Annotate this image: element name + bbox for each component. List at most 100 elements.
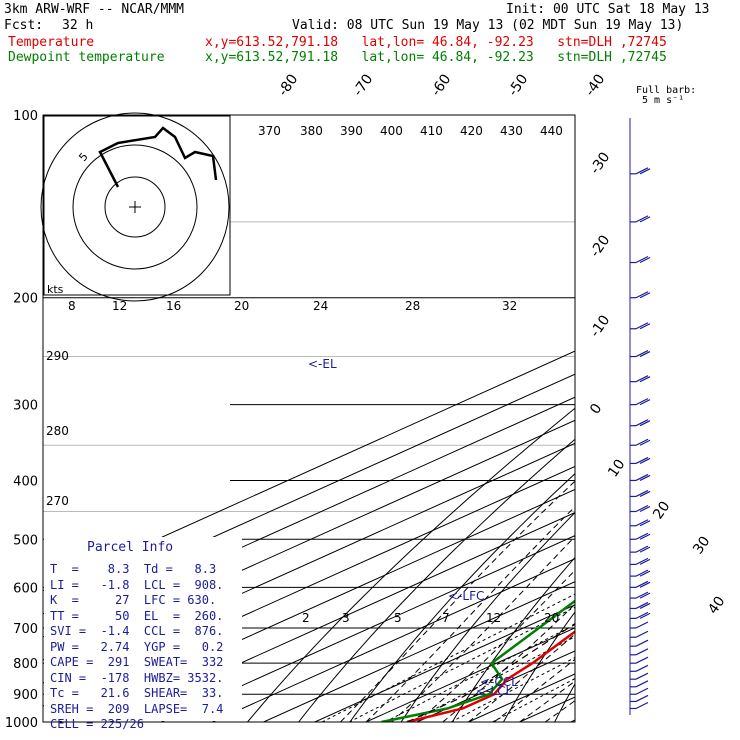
temperature-tick-label: -40 (582, 71, 608, 99)
pressure-tick-label: 400 (13, 474, 38, 489)
isotherm-line (58, 488, 575, 722)
wind-barb-flag (635, 438, 649, 446)
barb-legend-value: 5 m s⁻¹ (642, 95, 685, 106)
wind-barb-flag (639, 581, 651, 588)
level-marker-label: <-LFC (448, 589, 484, 603)
mixing-ratio-label: 2 (302, 611, 310, 625)
theta-tick-label: 400 (380, 124, 403, 138)
moist-adiabat-line (519, 680, 575, 722)
temperature-tick-label: 20 (650, 499, 673, 523)
mixing-ratio-label: 5 (394, 611, 402, 625)
hodograph-speed-label: 8 (68, 299, 76, 313)
hodograph-direction-label: 290 (46, 349, 69, 363)
parcel-info-row: SREH = 209 LAPSE= 7.4 (50, 701, 224, 716)
wind-barb-flag (639, 490, 651, 497)
mixing-ratio-line (348, 606, 575, 722)
wind-barb-flag (635, 419, 649, 427)
pressure-tick-label: 500 (13, 533, 38, 548)
temperature-tick-label: 40 (705, 594, 728, 618)
wind-barb-flag (639, 505, 651, 513)
hodograph-trace (98, 126, 218, 188)
isotherm-line (622, 115, 740, 722)
forecast-label: Fcst: (4, 18, 44, 33)
parcel-info-row: LI = -1.8 LCL = 908. (50, 577, 224, 592)
wind-barb-flag (635, 656, 649, 664)
isotherm-line (468, 673, 575, 722)
wind-barb-flag (635, 648, 649, 656)
mixing-ratio-line (384, 624, 575, 722)
hodograph-speed-label: 32 (502, 299, 517, 313)
mixing-ratio-line (492, 677, 575, 722)
hodograph-speed-label: 16 (166, 299, 181, 313)
wind-barb-flag (639, 533, 651, 540)
wind-barb-flag (635, 639, 649, 647)
mixing-ratio-label: 3 (342, 611, 350, 625)
temperature-tick-label: 0 (587, 401, 605, 417)
pressure-tick-label: 600 (13, 581, 38, 596)
mixing-ratio-label: 20 (544, 611, 559, 625)
wind-barb-flag (639, 592, 651, 599)
model-title: 3km ARW-WRF -- NCAR/MMM (4, 2, 185, 17)
wind-barb-flag (635, 664, 649, 672)
hodograph-ring (40, 112, 230, 302)
theta-tick-label: 420 (460, 124, 483, 138)
wind-barb-flag (639, 570, 651, 577)
wind-barb-flag (635, 687, 649, 695)
hodograph-speed-label: 24 (313, 299, 328, 313)
wind-barb-flag (639, 612, 651, 619)
dry-adiabat-line (451, 556, 575, 722)
dry-adiabat-line (298, 438, 575, 722)
hodograph-speed-label: 20 (234, 299, 249, 313)
pressure-tick-label: 100 (13, 109, 38, 124)
wind-barb-flag (639, 168, 651, 175)
temperature-legend: Temperature (8, 35, 95, 50)
temperature-profile-line (406, 630, 575, 722)
parcel-info-row: TT = 50 EL = 260. (50, 608, 224, 623)
wind-barb-flag (635, 350, 649, 358)
wind-barb-flag (635, 167, 649, 175)
wind-barb-flag (639, 558, 651, 565)
wind-barb-flag (635, 569, 649, 577)
wind-barb-flag (639, 399, 651, 406)
hodograph-speed-label: 12 (112, 299, 127, 313)
dry-adiabat-line (503, 611, 575, 722)
mixing-ratio-line (321, 593, 575, 722)
parcel-info-title: Parcel Info (87, 540, 174, 555)
wind-barb-flag (635, 489, 649, 497)
valid-time: Valid: 08 UTC Sun 19 May 13 (02 MDT Sun … (292, 18, 684, 33)
parcel-info-row: SVI = -1.4 CCL = 876. (50, 624, 224, 638)
wind-barb-flag (639, 420, 651, 427)
temperature-tick-label: 10 (605, 457, 628, 481)
wind-barb-flag (635, 504, 649, 513)
isotherm-line (212, 558, 575, 722)
dry-adiabat-line (247, 407, 575, 722)
temperature-tick-label: -30 (587, 149, 613, 177)
dry-adiabat-line (708, 115, 740, 722)
parcel-info-row: T = 8.3 Td = 8.3 (50, 562, 217, 576)
temperature-tick-label: -50 (505, 71, 531, 99)
isotherm-line (314, 604, 575, 722)
hodograph-direction-label: 270 (46, 494, 69, 508)
hodograph-unit-label: kts (47, 283, 64, 296)
temperature-location: x,y=613.52,791.18 lat,lon= 46.84, -92.23… (205, 35, 667, 50)
dry-adiabat-line (657, 115, 740, 722)
plot-frame (42, 114, 576, 723)
wind-barb-flag (635, 398, 649, 406)
wind-barb-flag (635, 519, 649, 527)
parcel-info-row: CELL = 225/26 (50, 717, 144, 731)
wind-barb-flag (635, 701, 649, 710)
moist-adiabat-line (365, 506, 575, 722)
wind-barb-flag (635, 532, 649, 540)
moist-adiabat-line (340, 480, 575, 722)
wind-barb-flag (635, 291, 649, 299)
pressure-tick-label: 200 (13, 292, 38, 307)
moist-adiabat-line (468, 633, 575, 722)
barb-legend-title: Full barb: (636, 85, 697, 96)
parcel-info-row: PW = 2.74 YGP = 0.2 (50, 639, 224, 654)
wind-barb-flag (635, 694, 649, 702)
wind-barb-flag (639, 457, 651, 464)
hodograph-ring (72, 144, 198, 270)
wind-barb-flag (635, 255, 649, 264)
wind-barb-flag (635, 473, 649, 481)
isotherm-line (160, 535, 575, 722)
